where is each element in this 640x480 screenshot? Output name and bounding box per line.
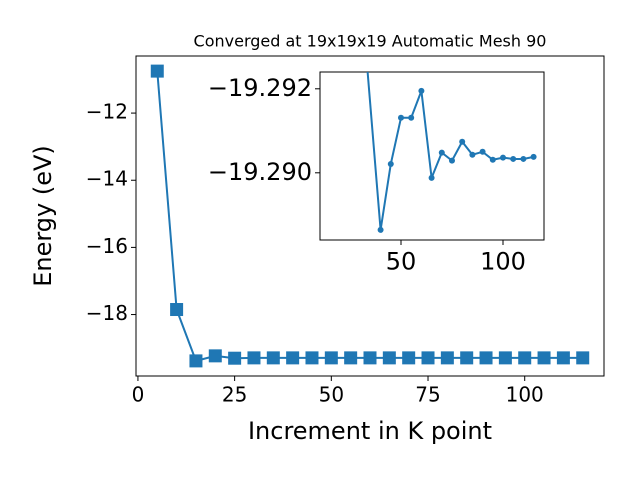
marker xyxy=(510,155,517,162)
y-tick-label: −19.292 xyxy=(208,74,312,102)
marker xyxy=(479,148,486,155)
x-tick-label: 100 xyxy=(506,383,544,407)
y-tick-label: −12 xyxy=(86,100,128,124)
marker xyxy=(520,155,527,162)
marker xyxy=(518,351,532,365)
marker xyxy=(305,351,319,365)
marker xyxy=(208,349,222,363)
marker xyxy=(247,351,261,365)
marker xyxy=(387,160,394,167)
plot-area xyxy=(366,72,537,233)
marker xyxy=(397,114,404,121)
marker xyxy=(460,351,474,365)
marker xyxy=(537,351,551,365)
marker xyxy=(286,351,300,365)
marker xyxy=(324,351,338,365)
marker xyxy=(382,351,396,365)
x-tick-label: 100 xyxy=(480,247,526,275)
marker xyxy=(189,354,203,368)
marker xyxy=(228,351,242,365)
marker xyxy=(499,154,506,161)
y-tick-label: −19.290 xyxy=(208,158,312,186)
marker xyxy=(438,149,445,156)
marker xyxy=(428,174,435,181)
marker xyxy=(489,156,496,163)
marker xyxy=(344,351,358,365)
marker xyxy=(266,351,280,365)
marker xyxy=(418,87,425,94)
marker xyxy=(377,226,384,233)
marker xyxy=(170,303,184,317)
x-axis-label: Increment in K point xyxy=(248,417,492,445)
marker xyxy=(402,351,416,365)
marker xyxy=(556,351,570,365)
marker xyxy=(150,64,164,78)
y-tick-label: −14 xyxy=(86,167,128,191)
chart-title: Converged at 19x19x19 Automatic Mesh 90 xyxy=(194,32,547,51)
marker xyxy=(530,153,537,160)
marker xyxy=(576,351,590,365)
marker xyxy=(469,151,476,158)
marker xyxy=(459,138,466,145)
axes-frame xyxy=(319,71,545,241)
marker xyxy=(479,351,493,365)
x-tick-label: 75 xyxy=(415,383,440,407)
marker xyxy=(421,351,435,365)
marker xyxy=(498,351,512,365)
y-axis-label: Energy (eV) xyxy=(29,145,57,287)
plot-area xyxy=(150,64,590,368)
marker xyxy=(408,114,415,121)
marker xyxy=(440,351,454,365)
marker xyxy=(448,157,455,164)
x-tick-label: 0 xyxy=(132,383,145,407)
y-tick-label: −18 xyxy=(86,301,128,325)
x-tick-label: 50 xyxy=(386,247,417,275)
x-tick-label: 50 xyxy=(319,383,344,407)
x-tick-label: 25 xyxy=(222,383,247,407)
y-tick-label: −16 xyxy=(86,234,128,258)
marker xyxy=(363,351,377,365)
